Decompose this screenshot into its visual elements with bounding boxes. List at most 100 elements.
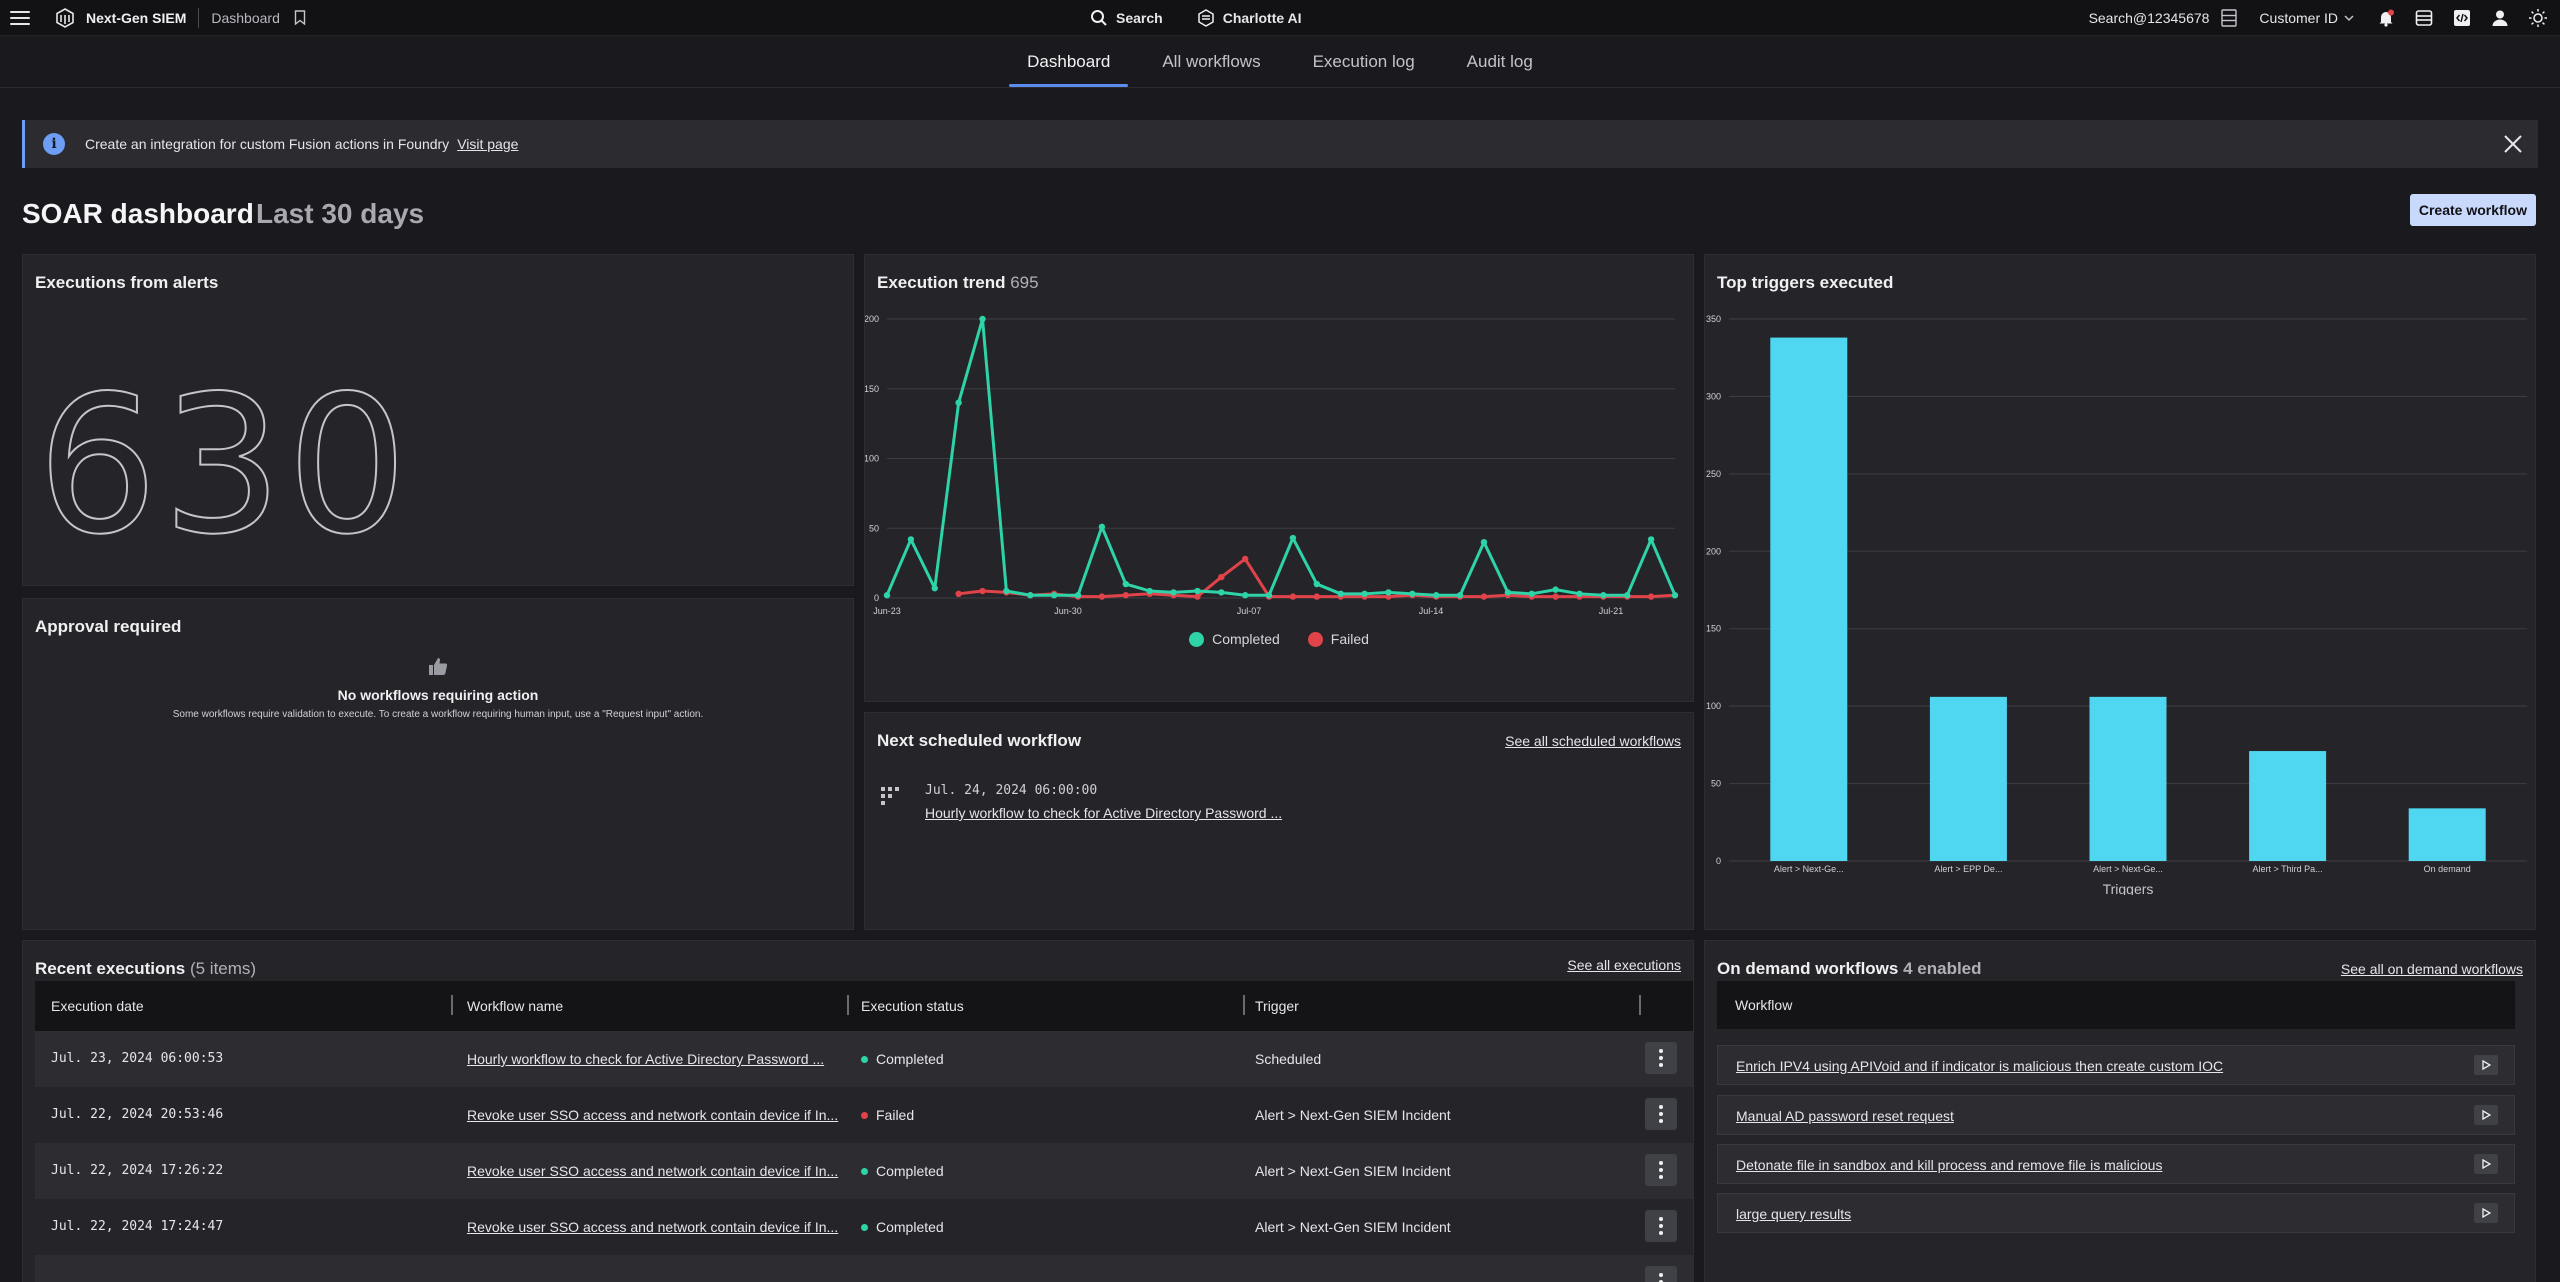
row-actions-button[interactable]: [1645, 1042, 1677, 1074]
on-demand-workflow-link[interactable]: Detonate file in sandbox and kill proces…: [1736, 1157, 2163, 1173]
workflow-name-link[interactable]: Revoke user SSO access and network conta…: [467, 1163, 839, 1179]
data-point[interactable]: [1647, 593, 1655, 600]
on-demand-workflow-link[interactable]: Enrich IPV4 using APIVoid and if indicat…: [1736, 1058, 2224, 1074]
data-point[interactable]: [883, 592, 891, 599]
data-point[interactable]: [1098, 593, 1106, 600]
column-header-execution-status[interactable]: Execution status: [861, 998, 964, 1014]
data-point[interactable]: [1671, 592, 1679, 599]
messages-button[interactable]: [2414, 8, 2434, 28]
close-icon[interactable]: [2502, 133, 2524, 155]
data-point[interactable]: [1313, 580, 1321, 588]
tab-dashboard[interactable]: Dashboard: [1009, 36, 1129, 87]
see-all-executions-link[interactable]: See all executions: [1567, 957, 1681, 973]
developer-button[interactable]: [2452, 8, 2472, 28]
data-point[interactable]: [1289, 534, 1297, 542]
workflow-name-link[interactable]: Revoke user SSO access and network conta…: [467, 1219, 839, 1235]
data-point[interactable]: [1433, 592, 1440, 599]
data-point[interactable]: [931, 585, 938, 592]
data-point[interactable]: [1600, 592, 1607, 599]
data-point[interactable]: [1313, 593, 1321, 600]
data-point[interactable]: [955, 399, 962, 406]
column-header-workflow-name[interactable]: Workflow name: [467, 998, 564, 1014]
search-button[interactable]: Search: [1090, 9, 1163, 27]
column-header-trigger[interactable]: Trigger: [1255, 998, 1299, 1014]
breadcrumb[interactable]: Dashboard: [211, 9, 280, 26]
data-point[interactable]: [1218, 589, 1225, 596]
chevron-down-icon[interactable]: [2344, 14, 2354, 22]
data-point[interactable]: [1194, 587, 1201, 595]
legend-item-completed[interactable]: Completed: [1189, 631, 1280, 647]
bar[interactable]: [1770, 337, 1848, 861]
data-point[interactable]: [1552, 586, 1559, 593]
visit-page-link[interactable]: Visit page: [457, 136, 519, 152]
data-point[interactable]: [1480, 539, 1488, 546]
data-point[interactable]: [979, 587, 986, 595]
on-demand-workflow-link[interactable]: Manual AD password reset request: [1736, 1108, 1954, 1124]
row-actions-button[interactable]: [1645, 1210, 1677, 1242]
menu-icon[interactable]: [10, 10, 30, 25]
data-point[interactable]: [1647, 536, 1655, 543]
theme-toggle-button[interactable]: [2528, 8, 2548, 28]
bar[interactable]: [2408, 808, 2486, 861]
data-point[interactable]: [1576, 590, 1583, 598]
bar[interactable]: [1929, 696, 2007, 861]
data-point[interactable]: [1122, 592, 1129, 599]
data-point[interactable]: [1528, 590, 1535, 598]
legend-item-failed[interactable]: Failed: [1307, 631, 1369, 647]
data-point[interactable]: [1480, 593, 1488, 600]
row-actions-button[interactable]: [1645, 1154, 1677, 1186]
data-point[interactable]: [1194, 593, 1201, 600]
workflow-name-link[interactable]: Revoke user SSO access and network conta…: [467, 1107, 839, 1123]
data-point[interactable]: [1003, 587, 1010, 595]
notifications-button[interactable]: [2376, 8, 2396, 28]
data-point[interactable]: [1098, 523, 1106, 531]
data-point[interactable]: [1146, 587, 1153, 595]
column-divider[interactable]: [451, 995, 453, 1015]
tab-audit-log[interactable]: Audit log: [1466, 51, 1533, 71]
data-point[interactable]: [1074, 592, 1082, 599]
tab-execution-log[interactable]: Execution log: [1312, 51, 1415, 71]
data-point[interactable]: [1624, 592, 1631, 599]
data-point[interactable]: [1265, 592, 1273, 599]
data-point[interactable]: [1504, 589, 1512, 596]
data-point[interactable]: [955, 590, 962, 598]
data-point[interactable]: [1361, 590, 1368, 598]
data-point[interactable]: [1409, 590, 1416, 598]
scheduled-workflow-link[interactable]: Hourly workflow to check for Active Dire…: [925, 805, 1283, 821]
data-point[interactable]: [1552, 593, 1559, 600]
column-divider[interactable]: [847, 995, 849, 1015]
row-actions-button[interactable]: [1645, 1098, 1677, 1130]
data-point[interactable]: [1122, 580, 1129, 588]
charlotte-ai-button[interactable]: Charlotte AI: [1197, 9, 1302, 27]
data-point[interactable]: [1456, 592, 1464, 599]
data-point[interactable]: [1337, 590, 1344, 598]
bookmark-icon[interactable]: [294, 10, 306, 25]
create-workflow-button[interactable]: Create workflow: [2409, 194, 2536, 226]
data-point[interactable]: [1289, 593, 1297, 600]
bar[interactable]: [2089, 696, 2167, 861]
data-point[interactable]: [1050, 592, 1058, 599]
data-point[interactable]: [1241, 592, 1249, 599]
column-divider[interactable]: [1639, 995, 1641, 1015]
run-workflow-button[interactable]: [2474, 1055, 2498, 1075]
account-name[interactable]: Search@12345678: [2088, 10, 2210, 26]
tab-all-workflows[interactable]: All workflows: [1162, 51, 1261, 71]
column-divider[interactable]: [1243, 995, 1245, 1015]
data-point[interactable]: [1385, 589, 1392, 596]
data-point[interactable]: [1218, 573, 1225, 581]
see-all-on-demand-link[interactable]: See all on demand workflows: [2340, 961, 2523, 977]
run-workflow-button[interactable]: [2474, 1203, 2498, 1223]
customer-id-select[interactable]: Customer ID: [2259, 10, 2338, 26]
workflow-name-link[interactable]: Hourly workflow to check for Active Dire…: [467, 1051, 825, 1067]
user-button[interactable]: [2490, 8, 2510, 28]
see-all-scheduled-link[interactable]: See all scheduled workflows: [1505, 733, 1681, 749]
data-point[interactable]: [1170, 589, 1177, 596]
bar[interactable]: [2249, 751, 2327, 861]
run-workflow-button[interactable]: [2474, 1105, 2498, 1125]
run-workflow-button[interactable]: [2474, 1154, 2498, 1174]
on-demand-workflow-link[interactable]: large query results: [1736, 1206, 1852, 1222]
data-point[interactable]: [979, 315, 986, 323]
data-point[interactable]: [907, 536, 915, 543]
row-actions-button[interactable]: [1645, 1266, 1677, 1282]
column-header-execution-date[interactable]: Execution date: [51, 998, 144, 1014]
